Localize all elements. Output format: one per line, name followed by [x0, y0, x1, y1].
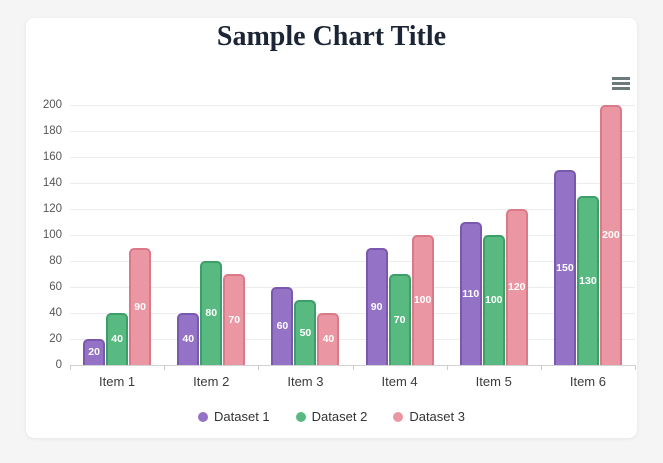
- x-axis-category-label: Item 5: [475, 374, 512, 389]
- chart-title: Sample Chart Title: [216, 21, 447, 52]
- gridline: [70, 157, 635, 158]
- bar-dataset3-item2[interactable]: [223, 274, 246, 365]
- bar-dataset3-item5[interactable]: [505, 209, 528, 365]
- bar-value-label: 100: [413, 294, 432, 306]
- x-axis-tick: [258, 365, 260, 370]
- gridline: [70, 235, 635, 236]
- legend-item-dataset1[interactable]: Dataset 1: [198, 409, 270, 424]
- bar-dataset2-item1[interactable]: [106, 313, 129, 365]
- y-axis-tick-label: 100: [42, 229, 62, 241]
- bar-value-label: 80: [205, 307, 218, 319]
- legend-label: Dataset 3: [409, 409, 465, 424]
- bar-value-label: 70: [393, 313, 406, 326]
- bar-dataset3-item1[interactable]: [129, 248, 152, 365]
- x-axis-category-label: Item 3: [287, 374, 324, 389]
- bar-value-label: 200: [602, 229, 620, 241]
- bar-dataset2-item4[interactable]: [388, 274, 411, 365]
- gridline: [70, 183, 635, 184]
- bar-dataset1-item2[interactable]: [177, 313, 200, 365]
- hamburger-line: [612, 82, 630, 85]
- bar-value-label: 130: [579, 274, 597, 287]
- gridline: [70, 313, 635, 314]
- y-axis-tick-label: 40: [49, 307, 62, 319]
- x-axis-tick: [446, 365, 448, 370]
- bar-dataset2-item3[interactable]: [294, 300, 317, 365]
- chart-card: Sample Chart Title 0 20 40 60 80 100 120 140 160…: [26, 18, 637, 438]
- bar-dataset1-item1[interactable]: [83, 339, 106, 365]
- hamburger-line: [612, 77, 630, 80]
- bar-dataset1-item6[interactable]: [553, 170, 576, 365]
- legend-item-dataset3[interactable]: Dataset 3: [393, 409, 465, 424]
- x-axis-tick: [540, 365, 542, 370]
- x-axis-category-label: Item 1: [99, 374, 136, 389]
- x-axis-category-label: Item 4: [381, 374, 418, 389]
- gridline: [70, 131, 635, 132]
- y-axis-tick-label: 200: [42, 99, 62, 111]
- bar-value-label: 40: [182, 333, 195, 345]
- x-axis-tick: [70, 365, 71, 370]
- bar-dataset3-item3[interactable]: [317, 313, 340, 365]
- hamburger-menu-icon[interactable]: [612, 77, 630, 91]
- bar-dataset3-item4[interactable]: [411, 235, 434, 365]
- x-axis-category-label: Item 2: [193, 374, 230, 389]
- y-axis-tick-label: 180: [42, 125, 62, 137]
- bar-dataset1-item5[interactable]: [459, 222, 482, 365]
- legend-marker-icon: [295, 411, 306, 422]
- hamburger-line: [612, 87, 630, 90]
- bar-value-label: 90: [370, 300, 383, 313]
- y-axis-tick-label: 0: [55, 359, 62, 371]
- y-axis-tick-label: 140: [42, 177, 62, 189]
- gridline: [70, 261, 635, 262]
- bar-value-label: 110: [462, 287, 480, 300]
- legend-marker-icon: [393, 411, 404, 422]
- legend-label: Dataset 2: [311, 409, 368, 424]
- gridline: [70, 105, 635, 106]
- y-axis-tick-label: 60: [49, 281, 62, 293]
- y-axis-tick-label: 160: [42, 151, 62, 163]
- bar-dataset2-item2[interactable]: [200, 261, 223, 365]
- chart-legend: Dataset 1 Dataset 2 Dataset 3: [26, 409, 637, 424]
- legend-item-dataset2[interactable]: Dataset 2: [295, 409, 368, 424]
- gridline: [70, 287, 635, 288]
- bar-dataset2-item6[interactable]: [576, 196, 599, 365]
- bar-value-label: 60: [276, 320, 289, 332]
- legend-marker-icon: [198, 411, 209, 422]
- y-axis-tick-label: 80: [49, 255, 62, 267]
- bar-value-label: 150: [556, 261, 574, 274]
- y-axis-tick-label: 120: [42, 203, 62, 215]
- bar-value-label: 100: [484, 294, 503, 306]
- gridline: [70, 339, 635, 340]
- bar-value-label: 40: [322, 333, 335, 345]
- chart-plot-area: 0 20 40 60 80 100 120 140 160 180 200 20 40 90 Item 1 4…: [26, 18, 637, 438]
- bar-value-label: 120: [507, 281, 526, 293]
- gridline: [70, 209, 635, 210]
- legend-label: Dataset 1: [214, 409, 270, 424]
- bar-value-label: 20: [88, 346, 100, 358]
- bar-dataset3-item6[interactable]: [599, 105, 622, 365]
- x-axis-tick: [164, 365, 166, 370]
- bar-value-label: 50: [299, 326, 312, 339]
- x-axis-tick: [635, 365, 636, 370]
- y-axis-tick-label: 20: [49, 333, 62, 345]
- bar-value-label: 70: [228, 313, 241, 326]
- bar-value-label: 90: [134, 300, 146, 313]
- x-axis-tick: [352, 365, 354, 370]
- bar-dataset1-item4[interactable]: [365, 248, 388, 365]
- bar-dataset1-item3[interactable]: [271, 287, 294, 365]
- x-axis-category-label: Item 6: [569, 374, 606, 389]
- bar-dataset2-item5[interactable]: [482, 235, 505, 365]
- bar-value-label: 40: [111, 333, 123, 345]
